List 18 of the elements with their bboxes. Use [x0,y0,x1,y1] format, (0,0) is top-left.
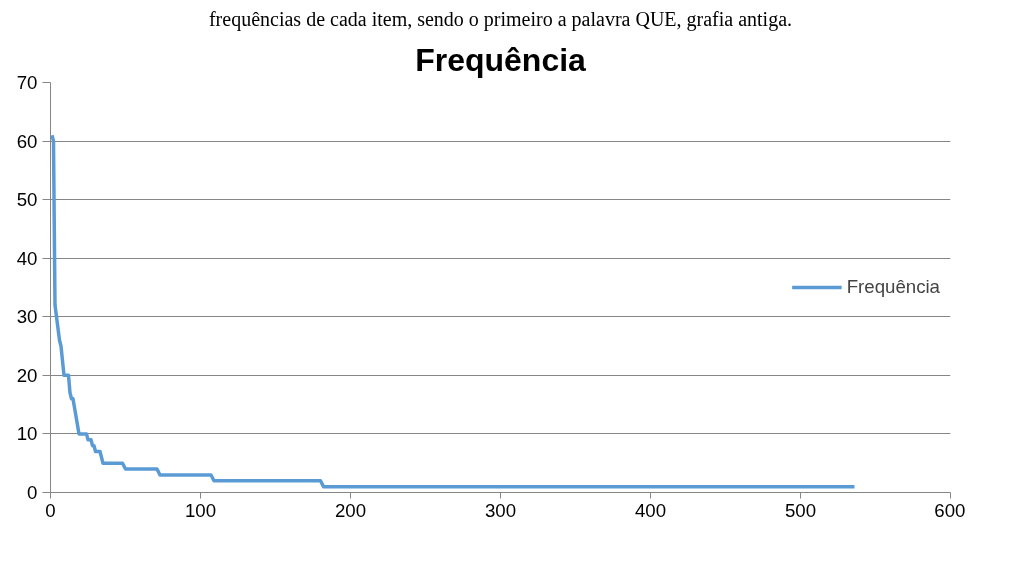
y-tick-label: 0 [27,482,38,503]
y-tick-label: 40 [16,247,38,269]
x-tick-label: 500 [784,499,817,521]
chart-title: Frequência [415,41,587,78]
y-tick-label: 10 [16,423,38,445]
legend-label: Frequência [846,276,940,298]
y-tick-label: 50 [16,189,38,211]
x-tick-label: 100 [184,499,217,521]
y-tick-label: 60 [16,130,38,152]
x-tick-label: 0 [45,499,56,521]
x-tick-label: 200 [334,499,367,521]
x-tick-label: 600 [934,499,966,521]
y-tick-label: 20 [16,364,38,386]
y-tick-label: 70 [16,72,38,93]
x-tick-label: 300 [484,499,517,521]
text: frequências de cada item, sendo o primeiro a palavra QUE, grafia antiga. [208,7,793,31]
y-tick-label: 30 [16,306,38,328]
x-tick-label: 400 [634,499,667,521]
